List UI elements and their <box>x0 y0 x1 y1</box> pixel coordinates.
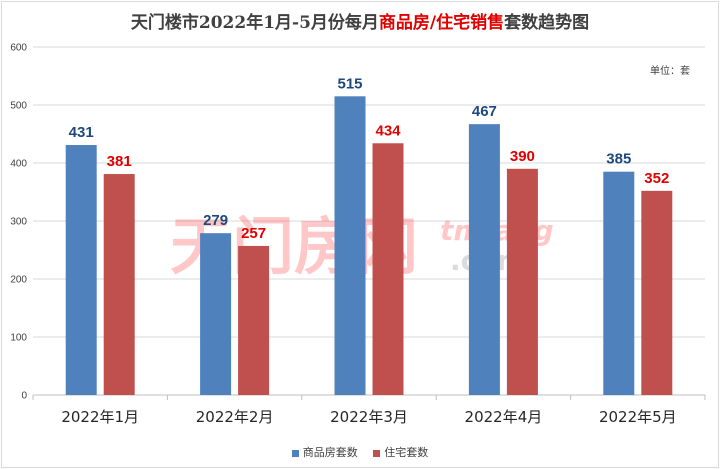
bar-series2 <box>103 174 135 395</box>
legend: 商品房套数 住宅套数 <box>0 444 720 460</box>
y-tick-label: 100 <box>10 333 27 344</box>
data-label-series2: 434 <box>375 122 401 139</box>
title-part3: 套数趋势图 <box>504 13 590 33</box>
bar-series2 <box>372 143 404 395</box>
title-part1: 天门楼市2022年1月-5月份每月 <box>130 13 379 33</box>
bar-series1 <box>334 96 366 396</box>
x-tick-label: 2022年1月 <box>61 408 139 426</box>
data-label-series1: 385 <box>606 151 631 168</box>
title-highlight: 商品房/住宅销售 <box>378 13 505 33</box>
bar-series1 <box>65 145 97 395</box>
legend-label-series2: 住宅套数 <box>384 446 429 459</box>
bar-series2 <box>641 190 673 395</box>
legend-item-series2: 住宅套数 <box>373 444 428 460</box>
chart-title: 天门楼市2022年1月-5月份每月商品房/住宅销售套数趋势图 <box>0 8 720 33</box>
legend-swatch-series1 <box>291 449 299 457</box>
data-label-series2: 257 <box>241 225 266 242</box>
y-tick-label: 300 <box>10 217 27 228</box>
x-tick-label: 2022年5月 <box>599 408 677 426</box>
x-tick-label: 2022年3月 <box>330 408 408 426</box>
y-tick-label: 200 <box>10 275 27 286</box>
data-label-series1: 515 <box>337 75 362 92</box>
y-tick-label: 600 <box>10 43 27 54</box>
data-label-series2: 352 <box>644 170 669 187</box>
data-label-series1: 279 <box>203 212 228 229</box>
x-tick-label: 2022年4月 <box>465 408 543 426</box>
y-tick-label: 400 <box>10 159 27 170</box>
bar-series2 <box>238 245 270 395</box>
bar-series2 <box>506 168 538 395</box>
bar-series1 <box>603 171 635 395</box>
x-tick-label: 2022年2月 <box>196 408 274 426</box>
legend-item-series1: 商品房套数 <box>291 444 358 460</box>
data-label-series2: 390 <box>510 148 535 165</box>
bar-series1 <box>200 233 232 395</box>
data-label-series2: 381 <box>107 153 132 170</box>
data-label-series1: 467 <box>472 103 497 120</box>
bar-series1 <box>468 124 500 395</box>
y-tick-label: 0 <box>21 391 27 402</box>
legend-label-series1: 商品房套数 <box>302 446 358 459</box>
legend-swatch-series2 <box>373 449 381 457</box>
data-label-series1: 431 <box>69 124 94 141</box>
y-tick-label: 500 <box>10 101 27 112</box>
unit-label: 单位：套 <box>650 66 690 77</box>
